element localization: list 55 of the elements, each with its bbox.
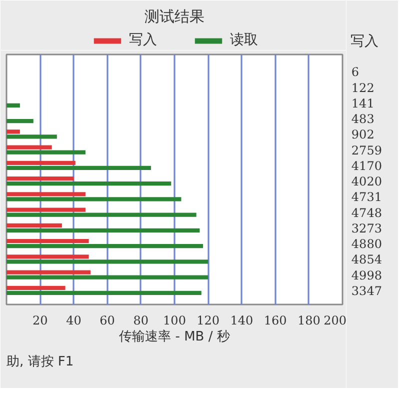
x-tick-label: 120 [196, 314, 220, 328]
x-tick-label: 40 [66, 314, 82, 328]
x-tick-label: 20 [32, 314, 48, 328]
bar [6, 208, 86, 212]
bar [6, 244, 204, 248]
legend-label: 读取 [230, 31, 258, 49]
bar [6, 176, 74, 181]
bar [6, 212, 196, 217]
bar [6, 166, 151, 170]
bar [6, 145, 52, 150]
bar [6, 181, 172, 186]
bar [6, 103, 20, 108]
text: 902 [351, 128, 374, 142]
bar [6, 238, 89, 244]
text: 122 [351, 80, 374, 95]
text: 2759 [351, 143, 382, 158]
x-tick-label: 200 [324, 314, 346, 328]
bar [6, 197, 182, 202]
bar [6, 118, 34, 124]
bar [6, 270, 90, 274]
bar [6, 286, 66, 290]
text: 4748 [351, 206, 382, 220]
text: 助, 请按 F1 [6, 354, 74, 370]
x-tick-label: 80 [133, 314, 149, 328]
x-tick-label: 100 [163, 314, 186, 328]
text: 141 [351, 96, 374, 110]
text: 3273 [351, 221, 382, 236]
x-axis-title: 传输速率 - MB / 秒 [119, 328, 230, 344]
text: 4880 [351, 237, 382, 252]
x-tick-label: 180 [297, 314, 320, 328]
text: 4854 [351, 252, 382, 267]
bar [6, 290, 202, 296]
text: 3347 [351, 284, 382, 298]
bar [6, 130, 20, 134]
bar [6, 192, 86, 196]
chart-title: 测试结果 [144, 8, 204, 26]
x-tick-label: 140 [230, 314, 254, 328]
bar [6, 254, 89, 259]
text: 4170 [351, 158, 382, 173]
text: 6 [351, 65, 360, 80]
x-tick-label: 60 [100, 314, 115, 328]
text: 4731 [351, 190, 382, 204]
legend-label: 写入 [129, 31, 157, 49]
text: 483 [351, 112, 374, 126]
bar [6, 275, 208, 280]
text: 4998 [351, 268, 382, 282]
text: 写入 [350, 34, 378, 50]
bar [6, 260, 208, 264]
bar [6, 134, 57, 139]
bar [6, 228, 200, 233]
bar [6, 223, 62, 228]
bar [6, 160, 76, 166]
bar [6, 150, 86, 154]
text: 4020 [351, 174, 382, 189]
x-tick-label: 160 [264, 314, 287, 328]
